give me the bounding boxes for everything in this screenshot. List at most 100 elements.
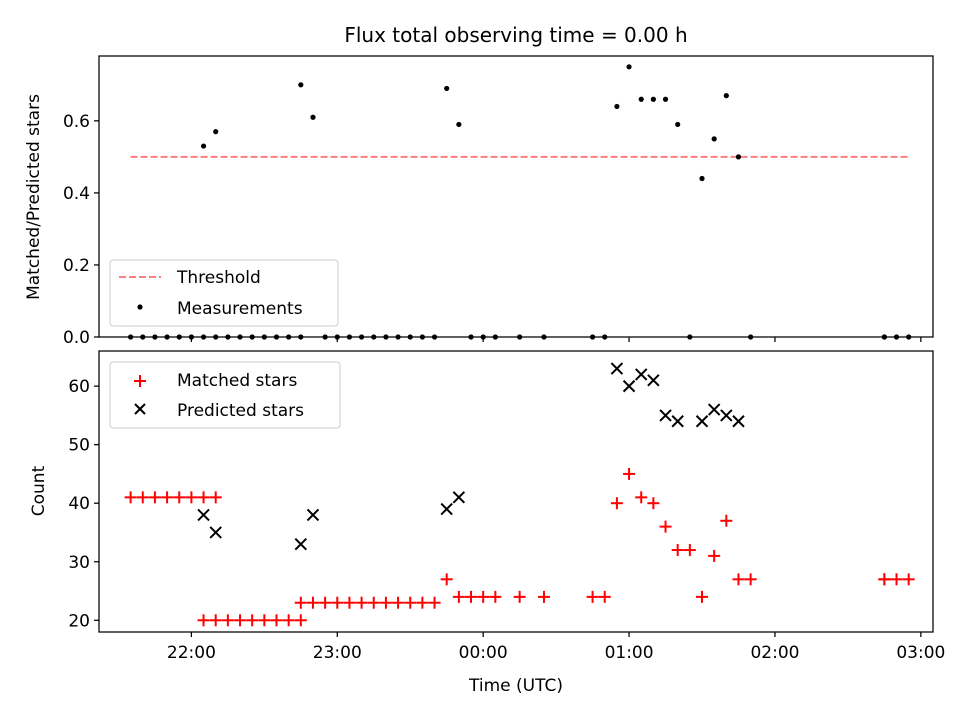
matched-star-point [878, 573, 891, 586]
matched-star-point [294, 596, 307, 609]
x-tick-label: 03:00 [896, 643, 945, 663]
matched-star-point [343, 596, 356, 609]
top-y-tick-label: 0.4 [63, 184, 90, 204]
matched-star-point [355, 596, 368, 609]
predicted-star-point [209, 526, 222, 539]
predicted-star-point [647, 374, 660, 387]
matched-star-point [379, 596, 392, 609]
matched-star-point [708, 549, 721, 562]
matched-star-point [623, 467, 636, 480]
matched-star-point [185, 491, 198, 504]
predicted-star-point [197, 508, 210, 522]
x-tick-label: 00:00 [459, 643, 508, 663]
predicted-star-point [707, 403, 721, 416]
measurement-point [200, 143, 207, 149]
measurement-point [723, 93, 729, 99]
matched-star-point [452, 590, 465, 603]
predicted-star-point [635, 368, 648, 381]
bottom-y-tick-label: 40 [68, 494, 90, 514]
measurement-point [614, 103, 620, 110]
measurement-point [310, 114, 316, 120]
top-y-axis-label: Matched/Predicted stars [24, 94, 44, 300]
top-y-ticks: 0.0 0.2 0.4 0.6 [63, 112, 99, 348]
matched-star-point [270, 614, 283, 627]
matched-star-point [282, 614, 295, 627]
predicted-star-point [732, 415, 745, 428]
matched-star-point [148, 491, 161, 504]
matched-star-point [477, 590, 490, 603]
bottom-legend: Matched stars Predicted stars [109, 361, 341, 429]
measurement-point [298, 82, 304, 88]
bottom-y-tick-label: 50 [68, 436, 90, 456]
predicted-star-point [622, 379, 636, 393]
matched-star-point [221, 614, 234, 627]
measurement-point [444, 85, 450, 92]
matched-star-point [367, 596, 380, 609]
matched-star-point [416, 596, 429, 609]
bottom-plot: Count Time (UTC) 20 30 40 50 60 22:00 23:00 00… [29, 350, 945, 696]
x-tick-label: 23:00 [313, 643, 362, 663]
legend-matched-swatch [134, 375, 146, 387]
matched-star-point [720, 514, 733, 527]
measurement-point [675, 121, 681, 128]
top-legend-box [109, 259, 339, 327]
bottom-legend-box [109, 361, 341, 429]
matched-star-point [513, 590, 526, 603]
matched-star-point [902, 573, 915, 586]
matched-star-point [209, 491, 222, 504]
bottom-y-tick-label: 20 [68, 611, 90, 631]
matched-star-point [392, 596, 405, 609]
matched-star-point [161, 491, 174, 504]
bottom-plot-frame [98, 350, 934, 633]
matched-star-point [404, 596, 417, 609]
measurement-point [626, 64, 632, 70]
legend-matched-label: Matched stars [177, 371, 297, 391]
bottom-y-tick-label: 60 [68, 377, 90, 397]
legend-measurement-swatch [137, 304, 143, 310]
legend-threshold-label: Threshold [176, 268, 261, 288]
top-legend: Threshold Measurements [109, 259, 339, 327]
x-axis-label: Time (UTC) [468, 676, 563, 696]
top-y-tick-label: 0.6 [63, 112, 90, 132]
predicted-star-point [440, 502, 453, 516]
bottom-y-tick-label: 30 [68, 553, 90, 573]
matched-star-point [696, 590, 709, 603]
top-y-tick-label: 0.2 [63, 256, 90, 276]
matched-star-point [306, 596, 319, 609]
matched-star-point [319, 596, 332, 609]
matched-star-point [246, 614, 259, 627]
x-tick-label: 02:00 [750, 643, 799, 663]
predicted-star-point [659, 409, 672, 422]
matched-star-point [890, 573, 903, 586]
bottom-y-ticks: 20 30 40 50 60 [68, 377, 99, 631]
matched-star-point [598, 590, 611, 603]
predicted-star-point [671, 415, 684, 428]
matched-star-point [610, 497, 623, 510]
x-tick-label: 22:00 [167, 643, 216, 663]
matched-star-point [732, 573, 745, 586]
matched-star-point [440, 573, 453, 586]
matched-star-point [683, 544, 696, 557]
matched-star-point [234, 614, 247, 627]
matched-star-point [671, 544, 684, 557]
top-y-tick-label: 0.0 [63, 328, 90, 348]
matched-star-point [294, 614, 307, 627]
matched-star-point [489, 590, 502, 603]
matched-star-point [209, 614, 222, 627]
bottom-plot-marks [124, 362, 915, 627]
matched-star-point [635, 491, 648, 504]
matched-star-point [647, 497, 660, 510]
matched-star-point [428, 596, 441, 609]
legend-predicted-swatch [134, 403, 146, 415]
matched-star-point [586, 590, 599, 603]
measurement-point [699, 175, 705, 182]
legend-predicted-label: Predicted stars [177, 401, 304, 421]
measurement-point [662, 96, 669, 102]
matched-star-point [173, 491, 186, 504]
top-plot: Matched/Predicted stars 0.0 0.2 0.4 0.6 Thr… [24, 55, 934, 348]
matched-star-point [197, 491, 210, 504]
predicted-star-point [294, 537, 308, 551]
matched-star-point [744, 573, 757, 586]
predicted-star-point [610, 362, 624, 375]
